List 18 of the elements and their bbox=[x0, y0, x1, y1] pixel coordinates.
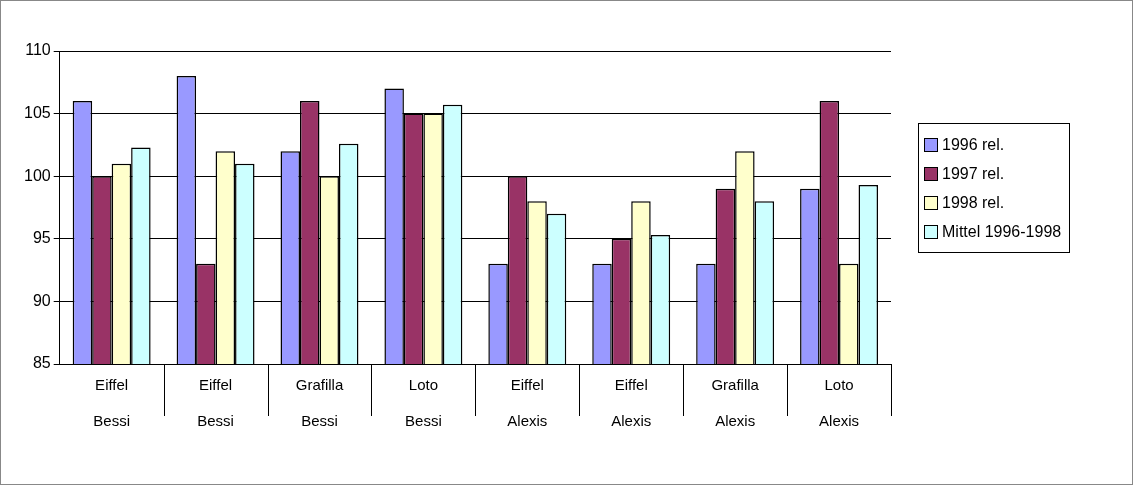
category-label: Eiffel Alexis bbox=[507, 376, 548, 430]
y-tick-label: 110 bbox=[25, 41, 51, 59]
category-label: Eiffel Alexis bbox=[611, 376, 652, 430]
category-label: Loto Bessi bbox=[405, 376, 442, 430]
y-tick-label: 95 bbox=[32, 229, 51, 247]
category-label: Loto Alexis bbox=[819, 376, 860, 430]
y-tick-label: 105 bbox=[23, 104, 51, 122]
legend-label: 1996 rel. bbox=[942, 135, 1005, 154]
category-label: Grafilla Bessi bbox=[295, 376, 344, 430]
y-tick-label: 90 bbox=[32, 291, 51, 309]
y-tick-label: 100 bbox=[23, 166, 51, 184]
category-label: Eiffel Bessi bbox=[197, 376, 234, 430]
legend-label: 1997 rel. bbox=[942, 164, 1005, 183]
legend-label: 1998 rel. bbox=[942, 193, 1005, 212]
category-label: Grafilla Alexis bbox=[711, 376, 759, 430]
legend-label: Mittel 1996-1998 bbox=[942, 222, 1062, 241]
category-label: Eiffel Bessi bbox=[93, 376, 130, 430]
y-tick-label: 85 bbox=[32, 354, 51, 372]
